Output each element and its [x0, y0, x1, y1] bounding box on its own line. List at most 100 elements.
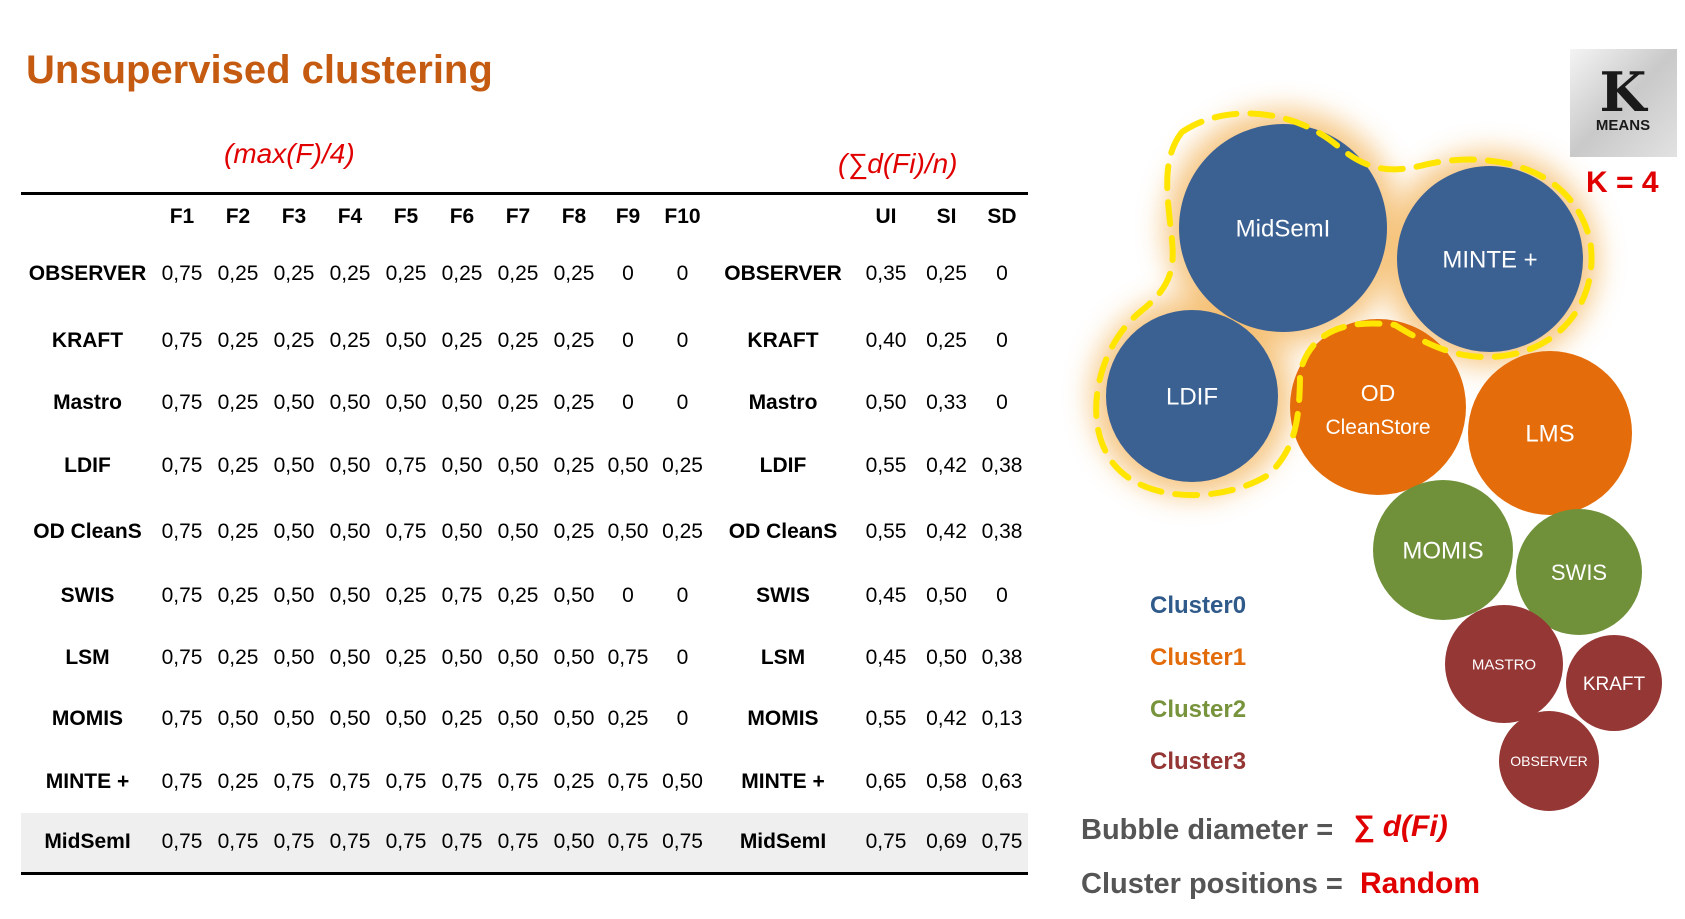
value-cell: 0,75: [161, 707, 203, 730]
value-cell: 0,50: [273, 391, 315, 414]
value-cell: 0,50: [273, 519, 315, 543]
value-cell: 0,75: [607, 645, 649, 669]
value-cell: 0,25: [553, 769, 595, 793]
value-cell: 0,42: [926, 707, 967, 730]
value-cell: 0,50: [385, 329, 427, 352]
value-cell: 0,50: [497, 453, 539, 477]
value-cell: 0,75: [441, 584, 483, 607]
value-cell: 0,50: [385, 707, 427, 730]
formula-note-features: (max(F)/4): [224, 138, 355, 169]
row-name-cell: KRAFT: [51, 329, 124, 352]
value-cell: 0,55: [865, 519, 907, 543]
value-cell: 0,75: [490, 813, 546, 873]
value-cell: 0,50: [546, 813, 602, 873]
row-name-cell: MidSemI: [21, 813, 154, 873]
value-cell: 0,25: [385, 645, 427, 669]
table-row: LDIF 0,75 0,25 0,50 0,50 0,75 0,50 0,50 0,25 0,50…: [21, 433, 1028, 498]
value-cell: 0,50: [385, 391, 427, 414]
value-cell: 0,42: [926, 519, 967, 543]
value-cell: 0,75: [161, 453, 203, 477]
value-cell: 0,50: [553, 707, 595, 730]
value-cell: 0,50: [329, 584, 371, 607]
slide-title: Unsupervised clustering: [26, 48, 493, 92]
value-cell: 0,50: [329, 519, 371, 543]
value-cell: 0,25: [553, 453, 595, 477]
value-cell: 0,25: [497, 262, 539, 285]
table-row: KRAFT 0,75 0,25 0,25 0,25 0,50 0,25 0,25 0,25 0 0 K…: [21, 309, 1028, 373]
value-cell: 0,25: [497, 329, 539, 352]
value-cell: 0,38: [981, 645, 1023, 669]
formula-note-metrics: (∑d(Fi)/n): [838, 148, 958, 179]
value-cell: 0,50: [329, 391, 371, 414]
value-cell: 0,45: [865, 645, 907, 669]
value-cell: 0,75: [329, 769, 371, 793]
table-row: OD CleanS 0,75 0,25 0,50 0,50 0,75 0,50 0,50 0,2…: [21, 498, 1028, 565]
value-cell: 0,50: [553, 584, 595, 607]
value-cell: 0,50: [607, 453, 649, 477]
value-cell: 0,25: [497, 584, 539, 607]
row-name-cell: LDIF: [64, 453, 111, 477]
legend-cluster0: Cluster0: [1150, 592, 1247, 619]
row-name-cell: MOMIS: [51, 707, 124, 730]
value-cell: 0,50: [553, 645, 595, 669]
bubble: [1290, 319, 1466, 495]
column-header: F3: [281, 205, 307, 228]
value-cell: 0,50: [329, 453, 371, 477]
value-cell: 0: [996, 329, 1008, 352]
value-cell: 0,25: [385, 584, 427, 607]
value-cell: 0,25: [553, 329, 595, 352]
table-row: MidSemI 0,75 0,75 0,75 0,75 0,75 0,75 0,75 0,50 0…: [21, 813, 1028, 873]
value-cell: 0,50: [662, 769, 703, 793]
feature-table: F1 F2 F3 F4 F5 F6 F7 F8 F9 F10 UI SI SD OBSERVER 0,75…: [21, 192, 1028, 875]
value-cell: 0,25: [441, 329, 483, 352]
value-cell: 0,75: [385, 519, 427, 543]
value-cell: 0,55: [865, 453, 907, 477]
legend-cluster1: Cluster1: [1150, 644, 1247, 671]
value-cell: 0,50: [497, 519, 539, 543]
value-cell: 0,55: [865, 707, 907, 730]
row-name-cell: Mastro: [748, 391, 818, 414]
value-cell: 0,75: [497, 769, 539, 793]
bubble: [1516, 509, 1642, 635]
value-cell: 0,75: [210, 813, 266, 873]
value-cell: 0,35: [865, 262, 907, 285]
bubble-label: LDIF: [1166, 384, 1218, 411]
value-cell: 0,75: [273, 769, 315, 793]
value-cell: 0,75: [378, 813, 434, 873]
bubble: [1566, 635, 1662, 731]
value-cell: 0,25: [497, 391, 539, 414]
value-cell: 0,25: [441, 707, 483, 730]
row-name-cell: LSM: [760, 645, 806, 669]
value-cell: 0,58: [926, 769, 967, 793]
value-cell: 0,45: [865, 584, 907, 607]
value-cell: 0: [676, 645, 689, 669]
row-name-cell: LDIF: [759, 453, 807, 477]
value-cell: 0,75: [161, 519, 203, 543]
value-cell: 0,69: [917, 813, 976, 873]
cluster-positions-label: Cluster positions =: [1081, 868, 1343, 900]
column-header: F8: [561, 205, 587, 228]
value-cell: 0,50: [926, 584, 967, 607]
row-name-cell: SWIS: [756, 584, 810, 607]
bubble: [1179, 124, 1387, 332]
value-cell: 0,25: [273, 262, 315, 285]
bubbles-layer: MidSemI MINTE + LDIF OD CleanStore LMS MOMIS SW…: [1106, 124, 1662, 811]
value-cell: 0,50: [329, 707, 371, 730]
value-cell: 0,75: [161, 262, 203, 285]
value-cell: 0,50: [273, 645, 315, 669]
value-cell: 0,75: [385, 769, 427, 793]
table-body: OBSERVER 0,75 0,25 0,25 0,25 0,25 0,25 0,25 0,25…: [21, 239, 1028, 873]
row-name-cell: OD CleanS: [728, 519, 838, 543]
cluster-outline: [1093, 110, 1595, 498]
value-cell: 0,63: [981, 769, 1023, 793]
value-cell: 0,75: [602, 813, 654, 873]
table-row: MINTE + 0,75 0,25 0,75 0,75 0,75 0,75 0,75 0,25 0…: [21, 750, 1028, 813]
value-cell: 0,25: [217, 645, 259, 669]
value-cell: 0,75: [322, 813, 378, 873]
row-name-cell: OBSERVER: [724, 262, 842, 285]
bubble-label: LMS: [1525, 421, 1574, 448]
table-row: MOMIS 0,75 0,50 0,50 0,50 0,50 0,25 0,50 0,50 0,2…: [21, 688, 1028, 750]
value-cell: 0,25: [553, 391, 595, 414]
value-cell: 0,75: [855, 813, 917, 873]
value-cell: 0: [676, 262, 689, 285]
